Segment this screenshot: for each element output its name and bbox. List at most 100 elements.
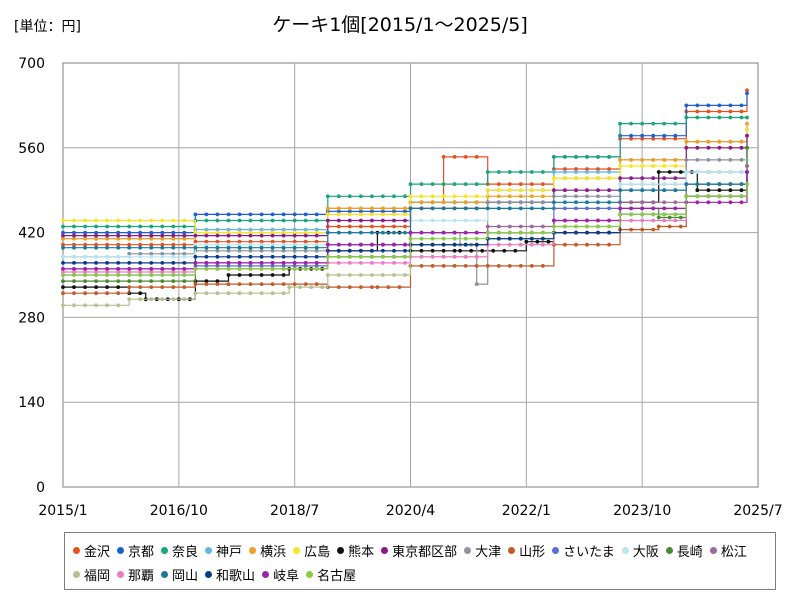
data-point (474, 282, 479, 286)
data-point (430, 254, 435, 259)
data-point (160, 230, 165, 235)
data-point (728, 188, 733, 193)
legend-marker-icon (665, 546, 673, 554)
data-point (182, 273, 187, 277)
legend-item: 東京都区部 (381, 538, 457, 562)
data-point (347, 273, 352, 277)
series-名古屋 (61, 182, 749, 277)
data-point (182, 285, 187, 289)
legend-marker-icon (249, 546, 257, 554)
data-point (182, 279, 187, 283)
data-point (149, 245, 154, 250)
data-point (226, 254, 231, 259)
data-point (662, 212, 667, 217)
data-point (640, 164, 645, 168)
data-point (739, 115, 744, 120)
data-point (745, 133, 749, 138)
data-point (430, 236, 435, 241)
data-point (563, 188, 567, 193)
data-point (226, 291, 231, 296)
legend-item: 名古屋 (306, 562, 356, 586)
data-point (640, 136, 645, 141)
legend-marker-icon (293, 546, 301, 554)
data-point (596, 167, 600, 171)
data-point (83, 303, 87, 308)
data-point (596, 170, 600, 174)
data-point (463, 230, 468, 235)
data-point (314, 267, 319, 271)
data-point (463, 155, 468, 159)
data-point (684, 182, 689, 187)
data-point (552, 194, 556, 199)
data-point (563, 206, 567, 211)
data-point (83, 261, 87, 265)
data-point (381, 209, 385, 214)
data-point (116, 285, 121, 289)
data-point (728, 182, 733, 187)
data-point (171, 233, 176, 238)
data-point (745, 170, 749, 174)
data-point (640, 212, 645, 217)
data-point (160, 273, 165, 277)
data-point (336, 212, 341, 217)
data-point (138, 224, 143, 229)
data-point (695, 103, 700, 108)
data-point (745, 91, 749, 96)
data-point (574, 224, 578, 229)
data-point (430, 206, 435, 211)
data-point (61, 267, 65, 271)
data-point (585, 242, 589, 247)
data-point (745, 88, 749, 93)
data-point (281, 218, 286, 223)
data-point (370, 273, 374, 277)
data-point (292, 230, 297, 235)
data-point (270, 248, 275, 253)
data-point (204, 230, 209, 235)
legend-item: 松江 (709, 538, 747, 562)
data-point (149, 233, 154, 238)
data-point (684, 103, 689, 108)
data-point (61, 242, 65, 247)
data-point (105, 303, 109, 308)
data-point (695, 115, 700, 120)
data-point (496, 264, 501, 268)
data-point (607, 194, 611, 199)
data-point (138, 218, 143, 223)
data-point (618, 158, 622, 162)
data-point (138, 279, 143, 283)
data-point (596, 224, 600, 229)
data-point (640, 206, 645, 211)
data-point (375, 285, 380, 289)
data-point (541, 194, 545, 199)
data-point (309, 285, 314, 289)
data-point (292, 245, 297, 250)
data-point (215, 254, 220, 259)
legend: 金沢 京都 奈良 神戸 横浜 広島 熊本 東京都区部 大津 山形 さいたま 大阪 長崎 松江 福岡 那覇 岡山 和… (64, 532, 776, 590)
data-point (359, 248, 363, 253)
series-line (63, 172, 748, 249)
data-point (204, 264, 209, 268)
data-point (507, 236, 512, 241)
data-point (116, 261, 121, 265)
data-point (127, 218, 132, 223)
data-point (480, 248, 485, 253)
data-point (320, 285, 325, 289)
data-point (452, 242, 457, 247)
data-point (596, 200, 600, 205)
data-point (596, 218, 600, 223)
data-point (474, 242, 479, 247)
data-point (336, 218, 341, 223)
data-point (116, 270, 121, 274)
data-point (507, 182, 512, 187)
data-point (452, 254, 457, 259)
data-point (695, 158, 700, 162)
data-point (463, 236, 468, 241)
data-point (94, 224, 98, 229)
data-point (204, 227, 209, 232)
data-point (359, 224, 363, 229)
data-point (83, 245, 87, 250)
line-chart: 0 140 280 420 560 700 2015/1 2016/10 2018/7 2020… (18, 56, 782, 519)
data-point (518, 236, 523, 241)
data-point (673, 218, 678, 223)
data-point (452, 200, 457, 205)
